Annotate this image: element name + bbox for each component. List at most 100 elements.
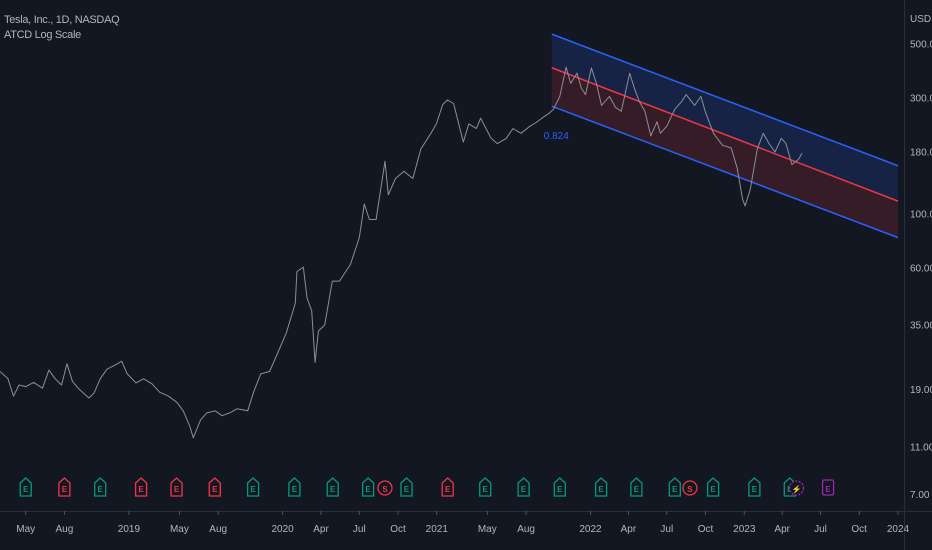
event-badge-shape	[326, 477, 339, 497]
earnings-marker: E	[400, 477, 413, 497]
price-tick-label: 180.00	[910, 148, 932, 159]
event-glyph: E	[174, 485, 180, 494]
event-badge-shape	[377, 480, 393, 496]
event-badge-shape	[821, 479, 835, 496]
chart-legend: Tesla, Inc., 1D, NASDAQ ATCD Log Scale	[4, 13, 120, 43]
event-badge-shape	[19, 477, 32, 497]
event-badge-shape	[58, 477, 71, 497]
event-badge-shape	[479, 477, 492, 497]
time-tick-label: Oct	[390, 524, 406, 535]
time-tick-label: Oct	[851, 524, 867, 535]
event-badge-shape	[94, 477, 107, 497]
symbol-title[interactable]: Tesla, Inc., 1D, NASDAQ	[4, 14, 120, 26]
time-tick-label: Aug	[517, 524, 535, 535]
event-badge-shape	[246, 477, 260, 497]
time-tick-label: May	[478, 524, 497, 535]
price-series[interactable]	[0, 66, 803, 439]
price-tick-label: 60.00	[910, 264, 932, 275]
event-badge-shape	[682, 480, 698, 496]
time-tick-label: 2019	[118, 524, 141, 535]
earnings-marker: E	[288, 477, 301, 497]
event-glyph: E	[825, 485, 831, 494]
event-glyph: E	[710, 485, 716, 494]
event-glyph: E	[445, 485, 451, 494]
event-glyph: E	[138, 485, 144, 494]
event-badge-shape	[361, 477, 375, 497]
event-badge-shape	[668, 477, 681, 497]
event-glyph: E	[23, 485, 29, 494]
earnings-marker: E	[326, 477, 339, 497]
earnings-marker: E	[748, 477, 761, 497]
event-badge-shape	[630, 477, 643, 497]
event-badge-shape	[170, 477, 183, 497]
price-axis[interactable]: USD 500.00 300.00 180.00 100.00 60.00 35.00 19…	[910, 14, 932, 501]
event-badge-shape	[441, 477, 454, 497]
price-tick-label: 300.00	[910, 94, 932, 105]
price-tick-label: 19.00	[910, 385, 932, 396]
earnings-marker: E	[630, 477, 643, 497]
channel-lower-line	[551, 105, 899, 239]
earnings-marker: E	[246, 477, 260, 497]
event-glyph: E	[752, 485, 758, 494]
event-glyph: E	[292, 485, 298, 494]
event-glyph: E	[98, 485, 104, 494]
trend-channel[interactable]: 0.824	[544, 33, 899, 239]
time-axis[interactable]: May Aug 2019 May Aug 2020 Apr Jul Oct 2021 May Aug 2…	[16, 511, 910, 535]
upcoming-earnings-marker: E	[821, 479, 835, 496]
earnings-miss-marker: E	[134, 477, 148, 497]
split-marker: S	[377, 480, 393, 496]
event-glyph: E	[598, 485, 604, 494]
earnings-marker: E	[594, 477, 608, 497]
earnings-marker: E	[94, 477, 107, 497]
earnings-miss-marker: E	[58, 477, 71, 497]
time-tick-label: 2021	[426, 524, 449, 535]
price-tick-label: 11.00	[910, 443, 932, 454]
split-marker: S	[682, 480, 698, 496]
event-glyph: E	[62, 485, 68, 494]
event-badge-shape	[788, 480, 805, 496]
event-badge-shape	[134, 477, 148, 497]
time-tick-label: Aug	[56, 524, 74, 535]
time-tick-label: 2023	[733, 524, 756, 535]
time-tick-label: Apr	[774, 524, 790, 535]
time-tick-label: Aug	[209, 524, 227, 535]
event-glyph: E	[330, 485, 336, 494]
time-tick-label: 2020	[271, 524, 294, 535]
event-glyph: E	[521, 485, 527, 494]
event-badge-shape	[706, 477, 720, 497]
event-glyph: E	[404, 485, 410, 494]
channel-lower-fill	[551, 67, 898, 238]
channel-upper-fill	[551, 34, 898, 202]
event-badge-shape	[400, 477, 413, 497]
time-tick-label: 2022	[579, 524, 602, 535]
event-glyph: E	[212, 485, 218, 494]
earnings-marker: E	[668, 477, 681, 497]
event-glyph: E	[634, 485, 640, 494]
event-badge-shape	[594, 477, 608, 497]
earnings-marker: E	[19, 477, 32, 497]
indicator-title[interactable]: ATCD Log Scale	[4, 29, 81, 41]
time-tick-label: May	[16, 524, 35, 535]
price-tick-label: 35.00	[910, 320, 932, 331]
event-badge-shape	[553, 477, 566, 497]
channel-ratio-label: 0.824	[544, 131, 569, 142]
event-badge-shape	[288, 477, 301, 497]
time-tick-label: Jul	[660, 524, 673, 535]
earnings-marker: E	[479, 477, 492, 497]
price-line	[0, 66, 803, 439]
event-glyph: S	[687, 485, 693, 494]
event-glyph: E	[557, 485, 563, 494]
event-glyph: E	[365, 485, 371, 494]
event-glyph: S	[382, 485, 388, 494]
earnings-marker: E	[553, 477, 566, 497]
event-markers: EEEEEEEEEESEEEEEEEESEEE⚡E	[19, 477, 835, 497]
channel-middle-line	[551, 67, 899, 202]
dividend-split-marker: ⚡	[788, 480, 805, 496]
time-tick-label: Jul	[814, 524, 827, 535]
time-tick-label: 2024	[887, 524, 910, 535]
earnings-marker: E	[361, 477, 375, 497]
event-glyph: E	[250, 485, 256, 494]
earnings-marker: E	[517, 477, 530, 497]
